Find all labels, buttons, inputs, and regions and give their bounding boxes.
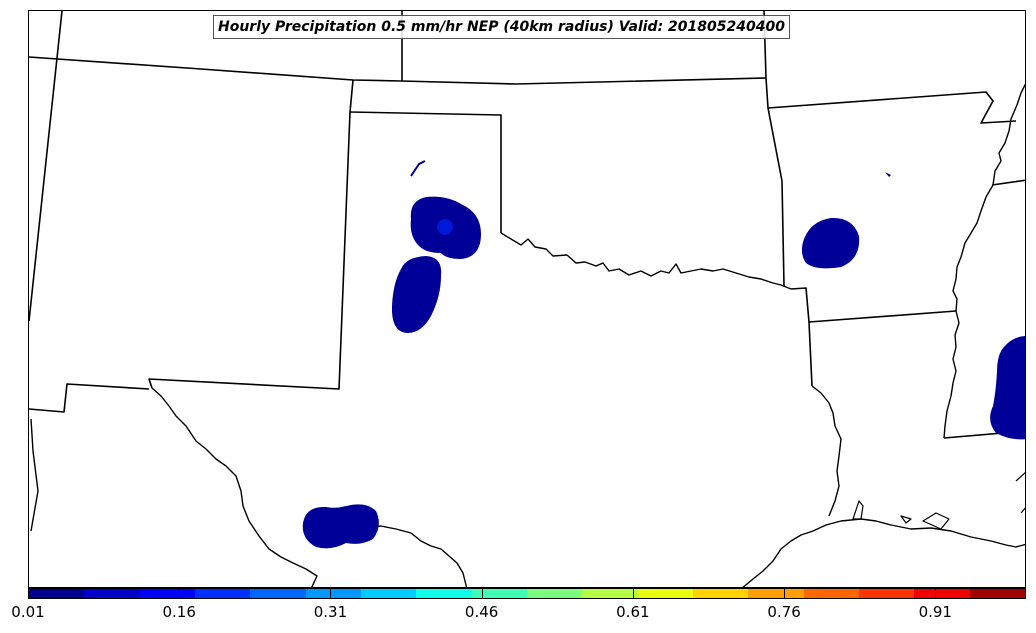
colorbar-tick-mark [481, 588, 483, 599]
gulf-coast [742, 518, 1025, 587]
colorbar-tick-mark [330, 588, 332, 599]
colorbar-tick-mark [179, 588, 181, 599]
lake-michigan-shore [1015, 472, 1025, 514]
rio-grande-border [151, 387, 318, 587]
coastal-lake [900, 515, 912, 524]
colorbar-segment [305, 589, 361, 598]
colorbar-segment [139, 589, 195, 598]
colorbar-tick-label: 0.91 [918, 603, 952, 621]
colorbar-segment [194, 589, 251, 598]
colorbar-segment [858, 589, 915, 598]
colorbar-segment [692, 589, 749, 598]
map-title: Hourly Precipitation 0.5 mm/hr NEP (40km… [213, 15, 790, 39]
mississippi-river-border [943, 83, 1025, 439]
colorbar-tick-label: 0.31 [313, 603, 348, 621]
colorbar-tick-mark [28, 588, 29, 599]
precip-blob-mississippi [990, 336, 1025, 440]
colorbar-segment [637, 589, 693, 598]
state-border-colorado-nm-ok [349, 79, 502, 233]
map-canvas [29, 11, 1025, 587]
sabine-river-border [811, 385, 842, 517]
coastal-island [922, 512, 950, 530]
colorbar-tick-label: 0.01 [11, 603, 45, 621]
state-border-arkansas-texas [790, 287, 813, 387]
precip-sliver-panhandle [410, 160, 426, 177]
precip-blob-oklahoma-panhandle [410, 196, 481, 259]
precip-blob-south-texas [302, 504, 379, 549]
state-border-colorado-utah [29, 11, 63, 322]
colorbar-tick-label: 0.46 [464, 603, 499, 621]
colorbar-segment [582, 589, 638, 598]
red-river-border [500, 232, 792, 290]
colorbar-segment [416, 589, 472, 598]
colorbar-segment [360, 589, 417, 598]
colorbar-tick-label: 0.76 [767, 603, 801, 621]
colorbar-tick-label: 0.61 [616, 603, 650, 621]
colorbar [28, 588, 1026, 599]
state-border-kansas-missouri [763, 11, 785, 287]
colorbar-segment [29, 589, 85, 598]
coastal-lake [852, 500, 864, 520]
state-border-arkansas-louisiana [808, 310, 957, 323]
colorbar-tick-mark [632, 588, 634, 599]
map-panel [28, 10, 1026, 588]
colorbar-tick-label: 0.16 [162, 603, 196, 621]
state-border-tn-ms [991, 179, 1025, 186]
colorbar-segment [84, 589, 140, 598]
colorbar-segment [914, 589, 970, 598]
colorbar-segment [526, 589, 583, 598]
colorbar-tick-labels: 0.01 0.16 0.31 0.46 0.61 0.76 0.91 [0, 603, 1036, 623]
precip-blob-texas-panhandle [391, 256, 442, 334]
state-border-nm-texas [148, 111, 351, 390]
colorbar-segment [471, 589, 527, 598]
colorbar-tick-mark [935, 588, 937, 599]
precip-sliver-arkansas [885, 172, 891, 177]
colorbar-segment [250, 589, 306, 598]
state-border-nm-mexico [29, 383, 150, 413]
precipitation-areas [302, 160, 1025, 549]
colorbar-segment [969, 589, 1025, 598]
colorbar-tick-mark [784, 588, 786, 599]
state-border-colorado-wyoming [29, 56, 767, 85]
state-border-missouri-arkansas [767, 91, 1017, 124]
colorbar-segment [748, 589, 804, 598]
colorbar-segment [803, 589, 859, 598]
precip-blob-arkansas [801, 217, 860, 269]
arizona-border-fragment [30, 418, 39, 532]
